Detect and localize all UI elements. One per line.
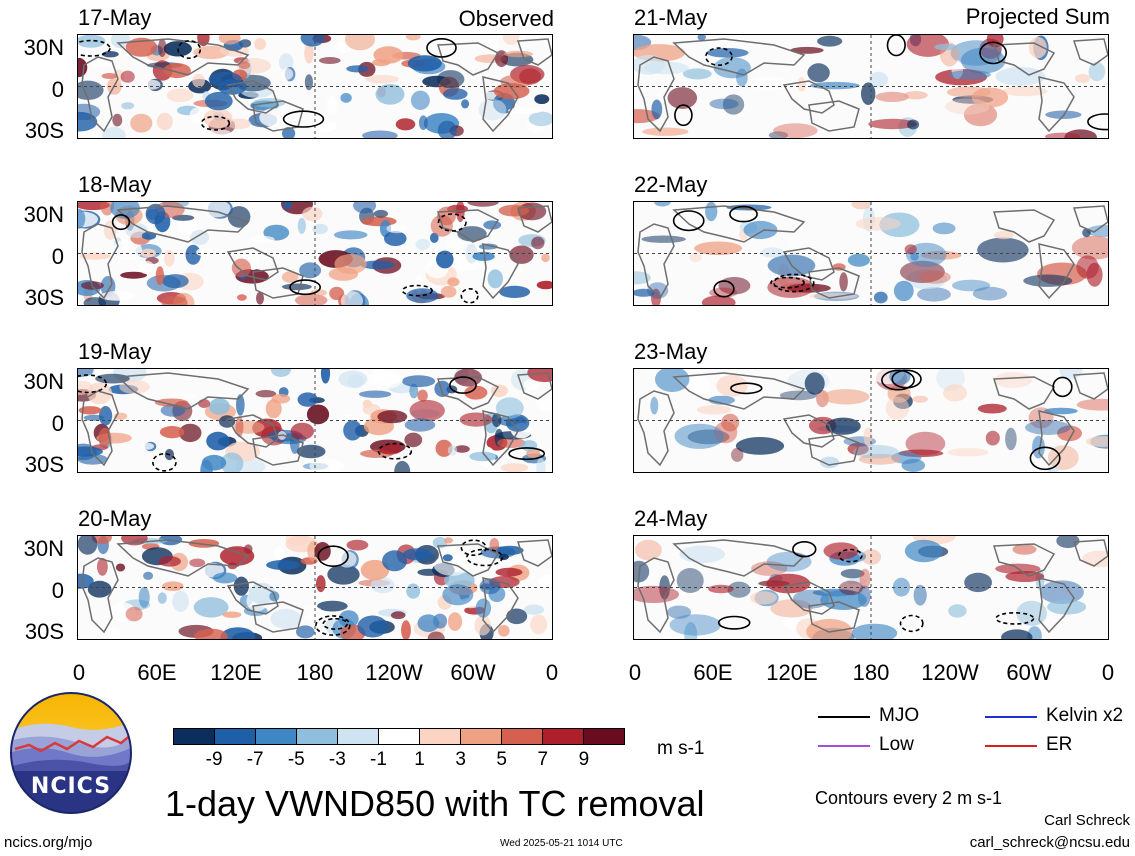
lon-right-0-end: 0 bbox=[1101, 660, 1115, 685]
legend-label-mjo: MJO bbox=[879, 705, 920, 726]
ncics-logo-graphic bbox=[10, 692, 132, 814]
lon-left-60w: 60W bbox=[450, 660, 496, 685]
lat-30s-row3: 30S bbox=[24, 452, 64, 477]
legend-line-kelvin bbox=[985, 716, 1037, 718]
legend-line-er bbox=[985, 745, 1037, 747]
legend-label-er: ER bbox=[1046, 734, 1073, 755]
colorbar-cell bbox=[419, 729, 460, 744]
colorbar-tick-label: -3 bbox=[328, 749, 346, 770]
observed-header: Observed bbox=[458, 6, 554, 31]
lat-30n-row3: 30N bbox=[23, 369, 64, 394]
map-panel-observed-4 bbox=[77, 535, 553, 640]
lon-right-120w: 120W bbox=[921, 660, 979, 685]
ncics-logo-text: NCICS bbox=[30, 774, 112, 799]
map-anomaly-field bbox=[634, 202, 1108, 305]
lat-30n-row1: 30N bbox=[23, 35, 64, 60]
date-label-left-1: 17-May bbox=[78, 5, 152, 30]
contour-interval-note: Contours every 2 m s-1 bbox=[815, 788, 1003, 808]
colorbar-tick-label: 5 bbox=[496, 749, 508, 770]
lat-30s-row1: 30S bbox=[24, 118, 64, 143]
date-label-right-4: 24-May bbox=[634, 506, 708, 531]
footer-timestamp: Wed 2025-05-21 1014 UTC bbox=[500, 838, 623, 849]
lon-right-120e: 120E bbox=[766, 660, 818, 685]
date-label-left-4: 20-May bbox=[78, 506, 152, 531]
colorbar-cell bbox=[174, 729, 214, 744]
lon-left-0-end: 0 bbox=[545, 660, 559, 685]
map-panel-projected-4 bbox=[633, 535, 1109, 640]
lat-0-row1: 0 bbox=[51, 77, 64, 102]
map-anomaly-field bbox=[78, 369, 552, 472]
colorbar-cell bbox=[296, 729, 337, 744]
colorbar-cell bbox=[583, 729, 624, 744]
colorbar-tick-label: -9 bbox=[205, 749, 223, 770]
map-panel-observed-3 bbox=[77, 368, 553, 473]
date-label-right-1: 21-May bbox=[634, 5, 708, 30]
colorbar-units: m s-1 bbox=[657, 738, 705, 759]
colorbar-cell bbox=[337, 729, 378, 744]
lon-left-0: 0 bbox=[72, 660, 86, 685]
lat-0-row3: 0 bbox=[51, 411, 64, 436]
colorbar-tick-label: -5 bbox=[287, 749, 305, 770]
map-anomaly-field bbox=[634, 536, 1108, 639]
lat-0-row2: 0 bbox=[51, 244, 64, 269]
footer-site: ncics.org/mjo bbox=[4, 834, 93, 851]
lon-right-180: 180 bbox=[852, 660, 890, 685]
ncics-logo: NCICS bbox=[9, 691, 133, 815]
lat-30s-row4: 30S bbox=[24, 619, 64, 644]
lon-right-0: 0 bbox=[628, 660, 642, 685]
legend-label-kelvin: Kelvin x2 bbox=[1046, 705, 1124, 726]
lon-left-60e: 60E bbox=[137, 660, 177, 685]
footer-email: carl_schreck@ncsu.edu bbox=[969, 834, 1130, 851]
colorbar-ticks: -9 -7 -5 -3 -1 1 3 5 7 9 bbox=[173, 750, 625, 772]
colorbar-tick-label: 9 bbox=[578, 749, 590, 770]
footer-author: Carl Schreck bbox=[1044, 812, 1130, 829]
legend-line-low bbox=[818, 745, 870, 747]
figure-title: 1-day VWND850 with TC removal bbox=[165, 783, 705, 824]
colorbar-cells bbox=[174, 729, 624, 744]
lon-left-180: 180 bbox=[296, 660, 334, 685]
projected-sum-header: Projected Sum bbox=[965, 4, 1110, 29]
map-anomaly-field bbox=[78, 35, 552, 138]
map-panel-observed-2 bbox=[77, 201, 553, 306]
colorbar bbox=[173, 728, 625, 745]
lat-30n-row4: 30N bbox=[23, 536, 64, 561]
map-panel-observed-1 bbox=[77, 34, 553, 139]
map-anomaly-field bbox=[78, 202, 552, 305]
date-label-left-3: 19-May bbox=[78, 339, 152, 364]
legend-label-low: Low bbox=[879, 734, 914, 755]
lat-0-row4: 0 bbox=[51, 578, 64, 603]
map-panel-projected-1 bbox=[633, 34, 1109, 139]
map-anomaly-field bbox=[634, 369, 1108, 472]
map-anomaly-field bbox=[634, 35, 1108, 138]
lat-30s-row2: 30S bbox=[24, 285, 64, 310]
colorbar-tick-label: -7 bbox=[246, 749, 264, 770]
colorbar-cell bbox=[542, 729, 583, 744]
lat-30n-row2: 30N bbox=[23, 202, 64, 227]
lon-right-60w: 60W bbox=[1006, 660, 1052, 685]
date-label-left-2: 18-May bbox=[78, 172, 152, 197]
date-label-right-3: 23-May bbox=[634, 339, 708, 364]
lon-left-120w: 120W bbox=[365, 660, 423, 685]
colorbar-cell bbox=[214, 729, 255, 744]
colorbar-tick-label: 3 bbox=[455, 749, 466, 770]
lon-right-60e: 60E bbox=[693, 660, 733, 685]
colorbar-cell bbox=[378, 729, 419, 744]
colorbar-cell bbox=[460, 729, 501, 744]
map-panel-projected-2 bbox=[633, 201, 1109, 306]
colorbar-tick-label: -1 bbox=[370, 749, 387, 770]
date-label-right-2: 22-May bbox=[634, 172, 708, 197]
colorbar-tick-label: 1 bbox=[414, 749, 425, 770]
lon-left-120e: 120E bbox=[210, 660, 262, 685]
colorbar-cell bbox=[501, 729, 542, 744]
colorbar-tick-label: 7 bbox=[537, 749, 549, 770]
map-panel-projected-3 bbox=[633, 368, 1109, 473]
legend-line-mjo bbox=[818, 716, 870, 718]
colorbar-cell bbox=[255, 729, 296, 744]
map-anomaly-field bbox=[78, 536, 552, 639]
